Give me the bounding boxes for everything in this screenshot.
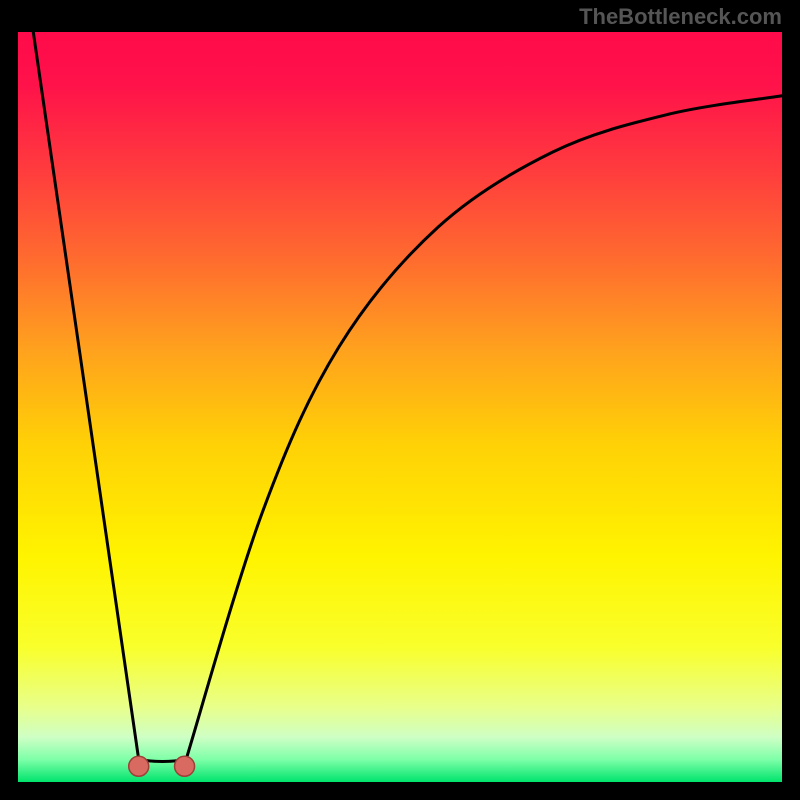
curve-layer: [18, 32, 782, 782]
plot-area: [18, 32, 782, 782]
bottleneck-curve: [33, 32, 782, 762]
min-marker-1: [175, 756, 195, 776]
min-marker-0: [129, 756, 149, 776]
chart-container: TheBottleneck.com: [0, 0, 800, 800]
attribution-text: TheBottleneck.com: [579, 4, 782, 30]
